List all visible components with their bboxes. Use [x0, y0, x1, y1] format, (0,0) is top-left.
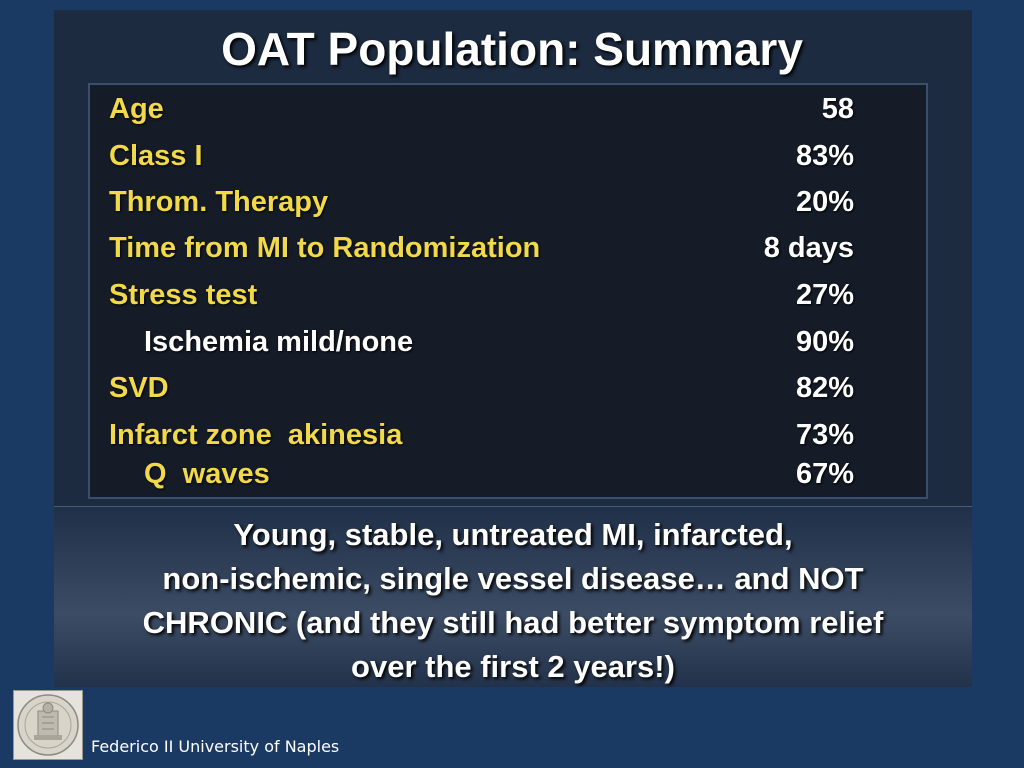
- table-row: Ischemia mild/none 90%: [90, 322, 926, 362]
- table-row: Infarct zone akinesia 73%: [90, 415, 926, 455]
- slide-title: OAT Population: Summary: [221, 23, 803, 75]
- table-row: Time from MI to Randomization 8 days: [90, 228, 926, 268]
- row-value: 58: [821, 93, 854, 125]
- row-value: 73%: [795, 419, 854, 451]
- table-row: Throm. Therapy 20%: [90, 182, 926, 222]
- table-row: Class I 83%: [90, 136, 926, 176]
- takeaway-line: CHRONIC (and they still had better sympt…: [142, 605, 884, 640]
- row-label: Time from MI to Randomization: [109, 232, 541, 264]
- takeaway-line: over the first 2 years!): [351, 649, 675, 684]
- row-value: 8 days: [763, 232, 854, 264]
- row-label: Throm. Therapy: [109, 186, 329, 218]
- row-value: 83%: [795, 140, 854, 172]
- row-value: 67%: [795, 458, 854, 490]
- takeaway-box: Young, stable, untreated MI, infarcted, …: [54, 506, 972, 687]
- table-row: SVD 82%: [90, 368, 926, 408]
- row-label: Infarct zone akinesia: [109, 419, 403, 451]
- row-label: Q waves: [144, 458, 270, 490]
- university-seal-icon: [13, 690, 83, 760]
- row-label: Class I: [109, 140, 203, 172]
- table-row: Stress test 27%: [90, 275, 926, 315]
- table-row: Q waves 67%: [90, 454, 926, 494]
- row-value: 20%: [795, 186, 854, 218]
- takeaway-line: Young, stable, untreated MI, infarcted,: [233, 517, 793, 552]
- footer-text: Federico II University of Naples: [91, 737, 340, 756]
- row-label: SVD: [109, 372, 169, 404]
- takeaway-text: Young, stable, untreated MI, infarcted, …: [54, 513, 972, 689]
- summary-table: Age 58 Class I 83% Throm. Therapy 20% Ti…: [88, 83, 928, 499]
- row-value: 90%: [795, 326, 854, 358]
- table-row: Age 58: [90, 89, 926, 129]
- row-label: Ischemia mild/none: [144, 326, 414, 358]
- row-value: 82%: [795, 372, 854, 404]
- row-label: Stress test: [109, 279, 258, 311]
- takeaway-line: non-ischemic, single vessel disease… and…: [162, 561, 864, 596]
- row-value: 27%: [795, 279, 854, 311]
- row-label: Age: [109, 93, 164, 125]
